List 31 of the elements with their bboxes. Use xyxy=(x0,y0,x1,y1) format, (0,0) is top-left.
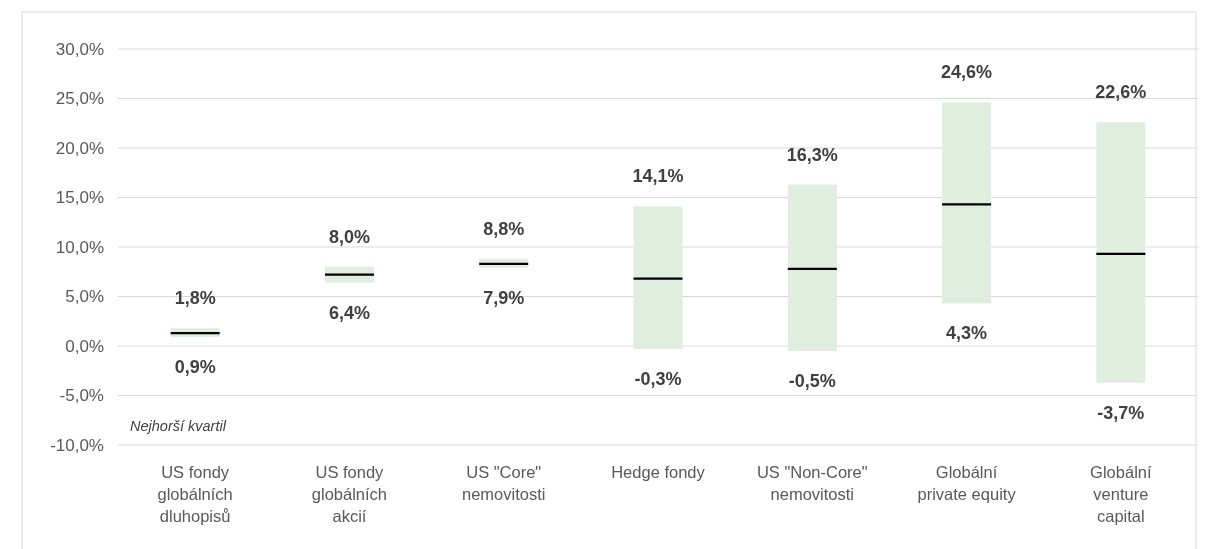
y-tick-label: 0,0% xyxy=(65,336,104,356)
annotation: Nejhorší kvartil xyxy=(130,418,227,434)
annotation: -3,7% xyxy=(1097,402,1145,423)
x-tick-label: US fondy globálních dluhopisů xyxy=(157,463,233,525)
annotation: 8,8% xyxy=(483,218,525,239)
annotation: -0,5% xyxy=(788,370,836,391)
annotation: 7,9% xyxy=(483,287,525,308)
x-tick-label: Globální venture capital xyxy=(1090,463,1152,525)
annotation: 16,3% xyxy=(786,144,838,165)
annotation: 6,4% xyxy=(328,302,370,323)
y-tick-label: 10,0% xyxy=(55,237,104,257)
annotation: 4,3% xyxy=(946,323,988,344)
y-tick-label: -10,0% xyxy=(50,435,104,455)
x-tick-label: US "Core" nemovitosti xyxy=(461,463,546,503)
y-tick-label: 25,0% xyxy=(55,89,104,109)
x-tick-label: Globální private equity xyxy=(917,463,1017,503)
annotation: 0,9% xyxy=(174,357,216,378)
annotation: 24,6% xyxy=(941,62,993,83)
y-tick-label: 5,0% xyxy=(65,287,104,307)
x-tick-label: US "Non-Core" nemovitosti xyxy=(756,463,868,503)
annotation: 1,8% xyxy=(174,288,216,309)
x-tick-label: US fondy globálních akcií xyxy=(311,463,388,525)
y-tick-label: 30,0% xyxy=(55,39,104,59)
y-tick-label: -5,0% xyxy=(59,386,104,406)
y-tick-label: 15,0% xyxy=(55,188,104,208)
annotation: 14,1% xyxy=(632,166,684,187)
annotation: 22,6% xyxy=(1095,82,1147,103)
y-tick-label: 20,0% xyxy=(55,138,104,158)
x-tick-label: Hedge fondy xyxy=(611,463,706,481)
annotation: 8,0% xyxy=(328,226,370,247)
annotation: -0,3% xyxy=(634,368,682,389)
